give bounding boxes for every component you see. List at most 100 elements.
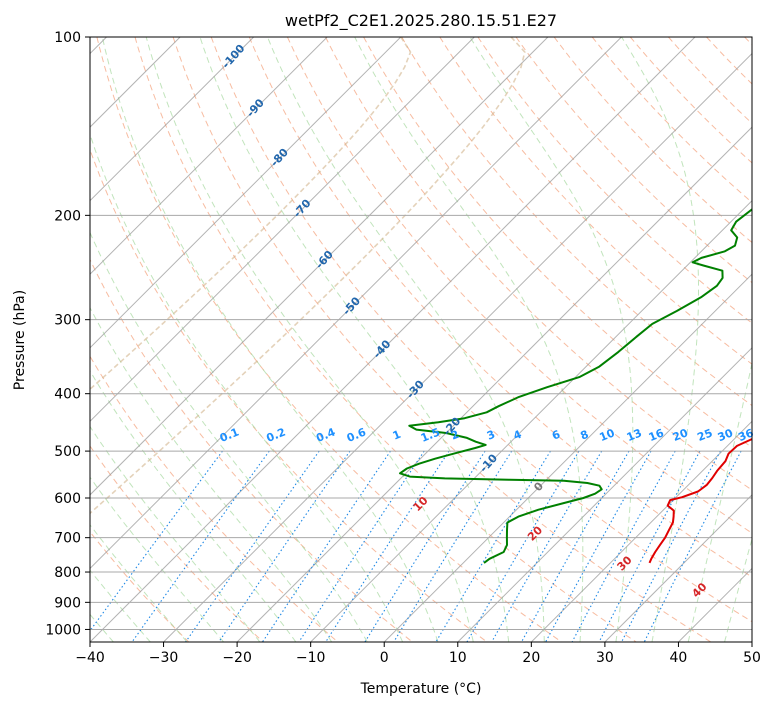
mixing-ratio-label: 30 — [716, 426, 735, 444]
dry-adiabat-line — [553, 37, 752, 244]
mixing-ratio-label: 36 — [736, 426, 755, 444]
mixing-ratio-label: 1 — [391, 428, 403, 443]
x-tick-label: −20 — [222, 650, 252, 666]
moist-adiabat-line — [90, 231, 368, 642]
mixing-ratio-label: 16 — [647, 426, 666, 444]
x-axis-label: Temperature (°C) — [360, 681, 482, 697]
x-tick-label: −40 — [75, 650, 105, 666]
mixing-ratio-label: 10 — [598, 426, 617, 444]
y-tick-label: 200 — [54, 208, 81, 224]
y-tick-label: 400 — [54, 387, 81, 403]
isotherm-line — [90, 37, 328, 275]
isotherm-line — [90, 37, 622, 570]
mixing-ratio-line — [545, 450, 652, 642]
mixing-ratio-line — [521, 450, 630, 642]
mixing-ratio-label: 25 — [695, 426, 714, 444]
moist-adiabat-line — [90, 369, 297, 642]
x-tick-label: 10 — [449, 650, 467, 666]
dry-adiabat-line — [90, 258, 413, 642]
isotherm-line — [604, 494, 752, 642]
chart-title: wetPf2_C2E1.2025.280.15.51.E27 — [285, 11, 557, 31]
dry-adiabat-line — [210, 37, 752, 623]
dry-adiabat-line — [286, 37, 752, 534]
y-tick-label: 300 — [54, 313, 81, 329]
y-tick-label: 100 — [54, 30, 81, 46]
mixing-ratio-label: 8 — [579, 428, 591, 443]
dry-adiabat-line — [172, 37, 712, 642]
mixing-ratio-label: 20 — [671, 426, 690, 444]
moist-adiabat-line — [354, 37, 584, 642]
isotherm-line — [90, 37, 255, 202]
axes: −40 −30 −20 −10 0 10 20 30 40 50 100 200 300 400 500 60… — [45, 30, 761, 666]
y-tick-label: 700 — [54, 531, 81, 547]
y-tick-label: 800 — [54, 565, 81, 581]
isotherm-line — [383, 273, 752, 642]
isotherm-line — [90, 37, 475, 423]
moist-adiabat-line — [621, 37, 699, 642]
dry-adiabat-line — [90, 355, 339, 642]
moist-adiabat-line — [687, 361, 752, 642]
moist-adiabat-line — [145, 37, 474, 642]
dry-adiabat-line — [401, 37, 752, 407]
y-axis-label: Pressure (hPa) — [12, 290, 28, 390]
mixing-ratio-line — [185, 450, 320, 642]
dry-adiabat-line — [90, 148, 488, 642]
x-tick-label: −30 — [149, 650, 179, 666]
mixing-ratio-line — [393, 450, 513, 642]
isotherm-line — [163, 52, 752, 642]
mixing-ratio-label: 3 — [485, 428, 497, 443]
isotherm-line — [236, 126, 752, 642]
moist-adiabat-line — [90, 524, 188, 642]
x-tick-label: 50 — [743, 650, 761, 666]
mixing-ratio-line — [218, 450, 351, 642]
dry-adiabat-line — [134, 37, 637, 642]
mixing-ratio-line — [598, 450, 701, 642]
moist-adiabat-line — [101, 37, 439, 642]
mixing-ratio-line — [131, 450, 270, 642]
mixing-ratio-label: 2 — [449, 428, 461, 443]
mixing-ratio-line — [571, 450, 676, 642]
moist-adiabat-line — [90, 569, 151, 642]
moist-adiabat-line — [267, 37, 545, 642]
isotherm-line — [90, 37, 549, 496]
x-tick-label: −10 — [296, 650, 326, 666]
dry-adiabat-line — [591, 37, 752, 204]
dry-adiabat-line — [96, 37, 562, 642]
background-lines — [90, 37, 752, 642]
dry-adiabat-line — [90, 445, 264, 642]
mixing-ratio-label: 13 — [625, 426, 644, 444]
y-tick-label: 600 — [54, 491, 81, 507]
isotherm-line — [530, 420, 752, 642]
mixing-ratio-line — [621, 450, 721, 642]
dry-adiabat-line — [439, 37, 752, 365]
isotherm-line — [457, 347, 752, 642]
moist-adiabat-line — [724, 537, 752, 642]
plot-frame — [89, 36, 753, 643]
moist-adiabat-line — [90, 306, 333, 642]
temperature-profile — [648, 437, 752, 564]
moist-adiabat-line — [90, 476, 224, 642]
moist-adiabat-line — [199, 37, 510, 642]
isotherm-line — [90, 37, 402, 349]
isotherm-line — [310, 199, 752, 642]
y-tick-label: 900 — [54, 595, 81, 611]
mixing-ratio-line — [435, 450, 551, 642]
y-tick-label: 1000 — [45, 622, 81, 638]
height-curve — [90, 37, 412, 391]
mixing-ratio-line — [364, 450, 486, 642]
moist-adiabat-line — [90, 425, 261, 642]
mixing-ratio-line — [466, 450, 580, 642]
x-tick-label: 0 — [380, 650, 389, 666]
moist-adiabat-line — [90, 132, 404, 642]
x-tick-label: 30 — [596, 650, 614, 666]
dewpoint-profile — [399, 208, 752, 564]
x-tick-label: 40 — [670, 650, 688, 666]
dry-adiabat-line — [248, 37, 752, 578]
isotherm-line — [90, 37, 696, 642]
y-tick-label: 500 — [54, 444, 81, 460]
x-tick-label: 20 — [522, 650, 540, 666]
sounding-profiles — [399, 208, 752, 564]
height-curve — [90, 37, 526, 515]
dry-adiabat-line — [325, 37, 752, 491]
